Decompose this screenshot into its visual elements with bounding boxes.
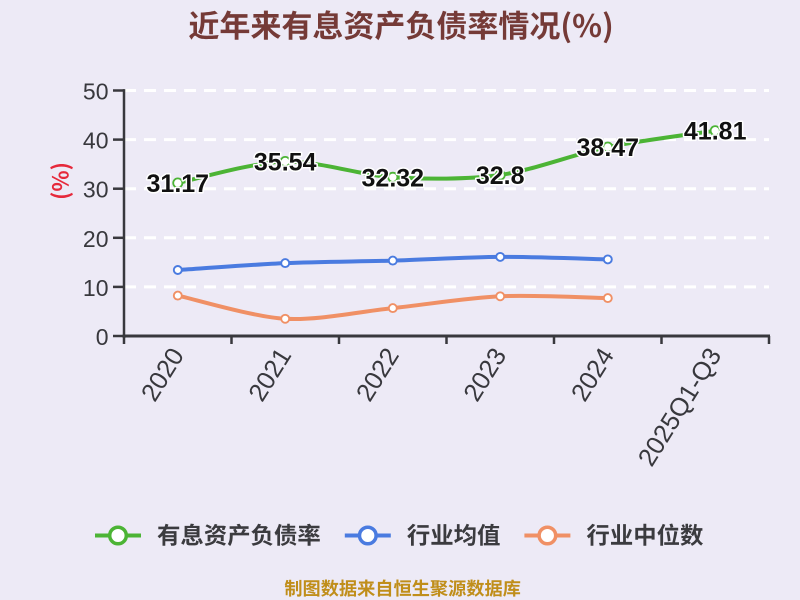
svg-text:38.47: 38.47 xyxy=(577,134,640,162)
svg-text:20: 20 xyxy=(83,226,109,252)
svg-text:32.32: 32.32 xyxy=(362,164,425,192)
svg-text:50: 50 xyxy=(83,79,109,105)
svg-text:10: 10 xyxy=(83,275,109,301)
svg-text:31.17: 31.17 xyxy=(147,170,210,198)
svg-text:40: 40 xyxy=(83,128,109,154)
svg-text:0: 0 xyxy=(96,324,109,350)
svg-text:30: 30 xyxy=(83,177,109,203)
svg-text:32.8: 32.8 xyxy=(476,162,525,190)
svg-text:35.54: 35.54 xyxy=(254,149,317,177)
svg-text:41.81: 41.81 xyxy=(684,118,747,146)
